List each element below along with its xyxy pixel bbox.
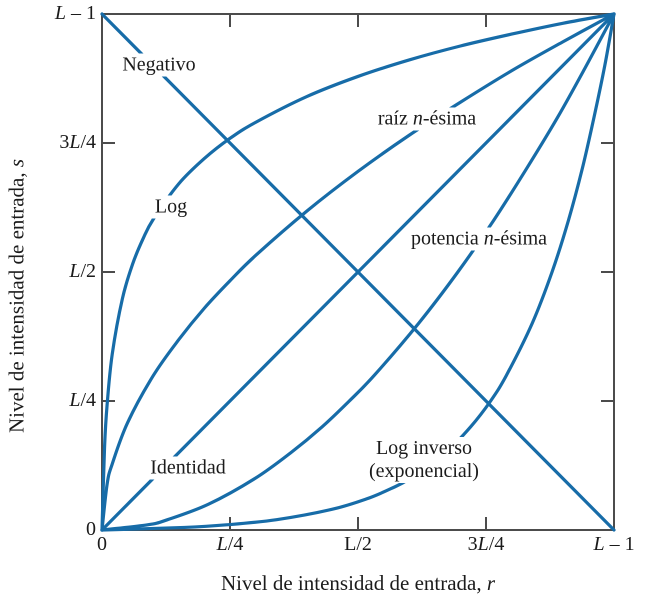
label-segment: /4 <box>488 533 505 555</box>
label-segment: n <box>483 227 494 250</box>
label-segment: 0 <box>86 518 96 541</box>
label-potencia-line: potencia n-ésima <box>411 228 547 251</box>
label-segment: raíz <box>377 107 413 130</box>
label-log: Log <box>151 195 191 219</box>
y-tick-label-0: L – 1 <box>0 2 96 25</box>
label-segment: n <box>412 107 423 130</box>
label-segment: /2 <box>356 533 372 555</box>
label-segment: L <box>477 533 489 555</box>
label-segment: L <box>593 533 605 555</box>
label-segment: 3 <box>59 131 70 154</box>
label-segment: – 1 <box>604 533 635 555</box>
label-segment: Identidad <box>150 456 226 479</box>
label-segment: L <box>344 533 357 555</box>
label-potencia: potencia n-ésima <box>407 227 551 251</box>
y-axis-variable: s <box>4 158 29 168</box>
label-log-inverso: Log inverso (exponencial) <box>366 437 482 483</box>
curve-potencia-n-esima <box>100 12 616 532</box>
label-log-inverso-line: Log inverso <box>369 437 479 460</box>
label-segment: -ésima <box>422 107 477 130</box>
label-segment: Log inverso <box>375 437 473 459</box>
y-tick-label-3: L/4 <box>0 389 96 412</box>
curve-log <box>100 12 616 532</box>
y-tick-label-2: L/2 <box>0 260 96 283</box>
curve-log-inverso <box>100 12 616 532</box>
x-tick-label-2: L/2 <box>344 533 372 556</box>
y-tick-label-1: 3L/4 <box>0 131 96 154</box>
label-segment: L <box>69 260 81 283</box>
label-segment: /4 <box>80 389 96 412</box>
label-segment: 3 <box>467 533 478 555</box>
label-segment: Negativo <box>122 53 196 76</box>
x-tick-label-1: L/4 <box>217 533 244 556</box>
label-segment: – 1 <box>66 2 96 25</box>
label-segment: L <box>69 131 81 154</box>
label-identidad: Identidad <box>147 456 229 480</box>
label-identidad-line: Identidad <box>150 457 226 480</box>
x-axis-variable: r <box>486 571 496 595</box>
x-axis-title: Nivel de intensidad de entrada, r <box>102 571 614 596</box>
label-segment: /4 <box>227 533 244 555</box>
label-negativo-line: Negativo <box>122 54 195 77</box>
label-segment: /2 <box>80 260 96 283</box>
label-raiz-line: raíz n-ésima <box>378 108 476 131</box>
label-segment: L <box>54 2 66 25</box>
label-segment: L <box>69 389 81 412</box>
label-negativo: Negativo <box>119 53 199 77</box>
label-segment: (exponencial) <box>369 460 479 482</box>
curve-raiz-n-esima <box>100 12 616 532</box>
label-raiz: raíz n-ésima <box>374 107 480 131</box>
label-segment: potencia <box>410 227 484 250</box>
label-segment: /4 <box>80 131 96 154</box>
x-tick-label-4: L – 1 <box>593 533 634 556</box>
label-segment: L <box>216 533 228 555</box>
label-log-inverso-line: (exponencial) <box>369 460 479 483</box>
x-axis-title-text: Nivel de intensidad de entrada, <box>220 571 487 595</box>
x-tick-label-0: 0 <box>97 533 107 556</box>
label-log-line: Log <box>155 196 187 219</box>
y-tick-label-4: 0 <box>0 518 96 541</box>
x-tick-label-3: 3L/4 <box>468 533 505 556</box>
label-segment: -ésima <box>493 227 548 250</box>
label-segment: 0 <box>97 533 107 555</box>
label-segment: Log <box>154 195 188 218</box>
